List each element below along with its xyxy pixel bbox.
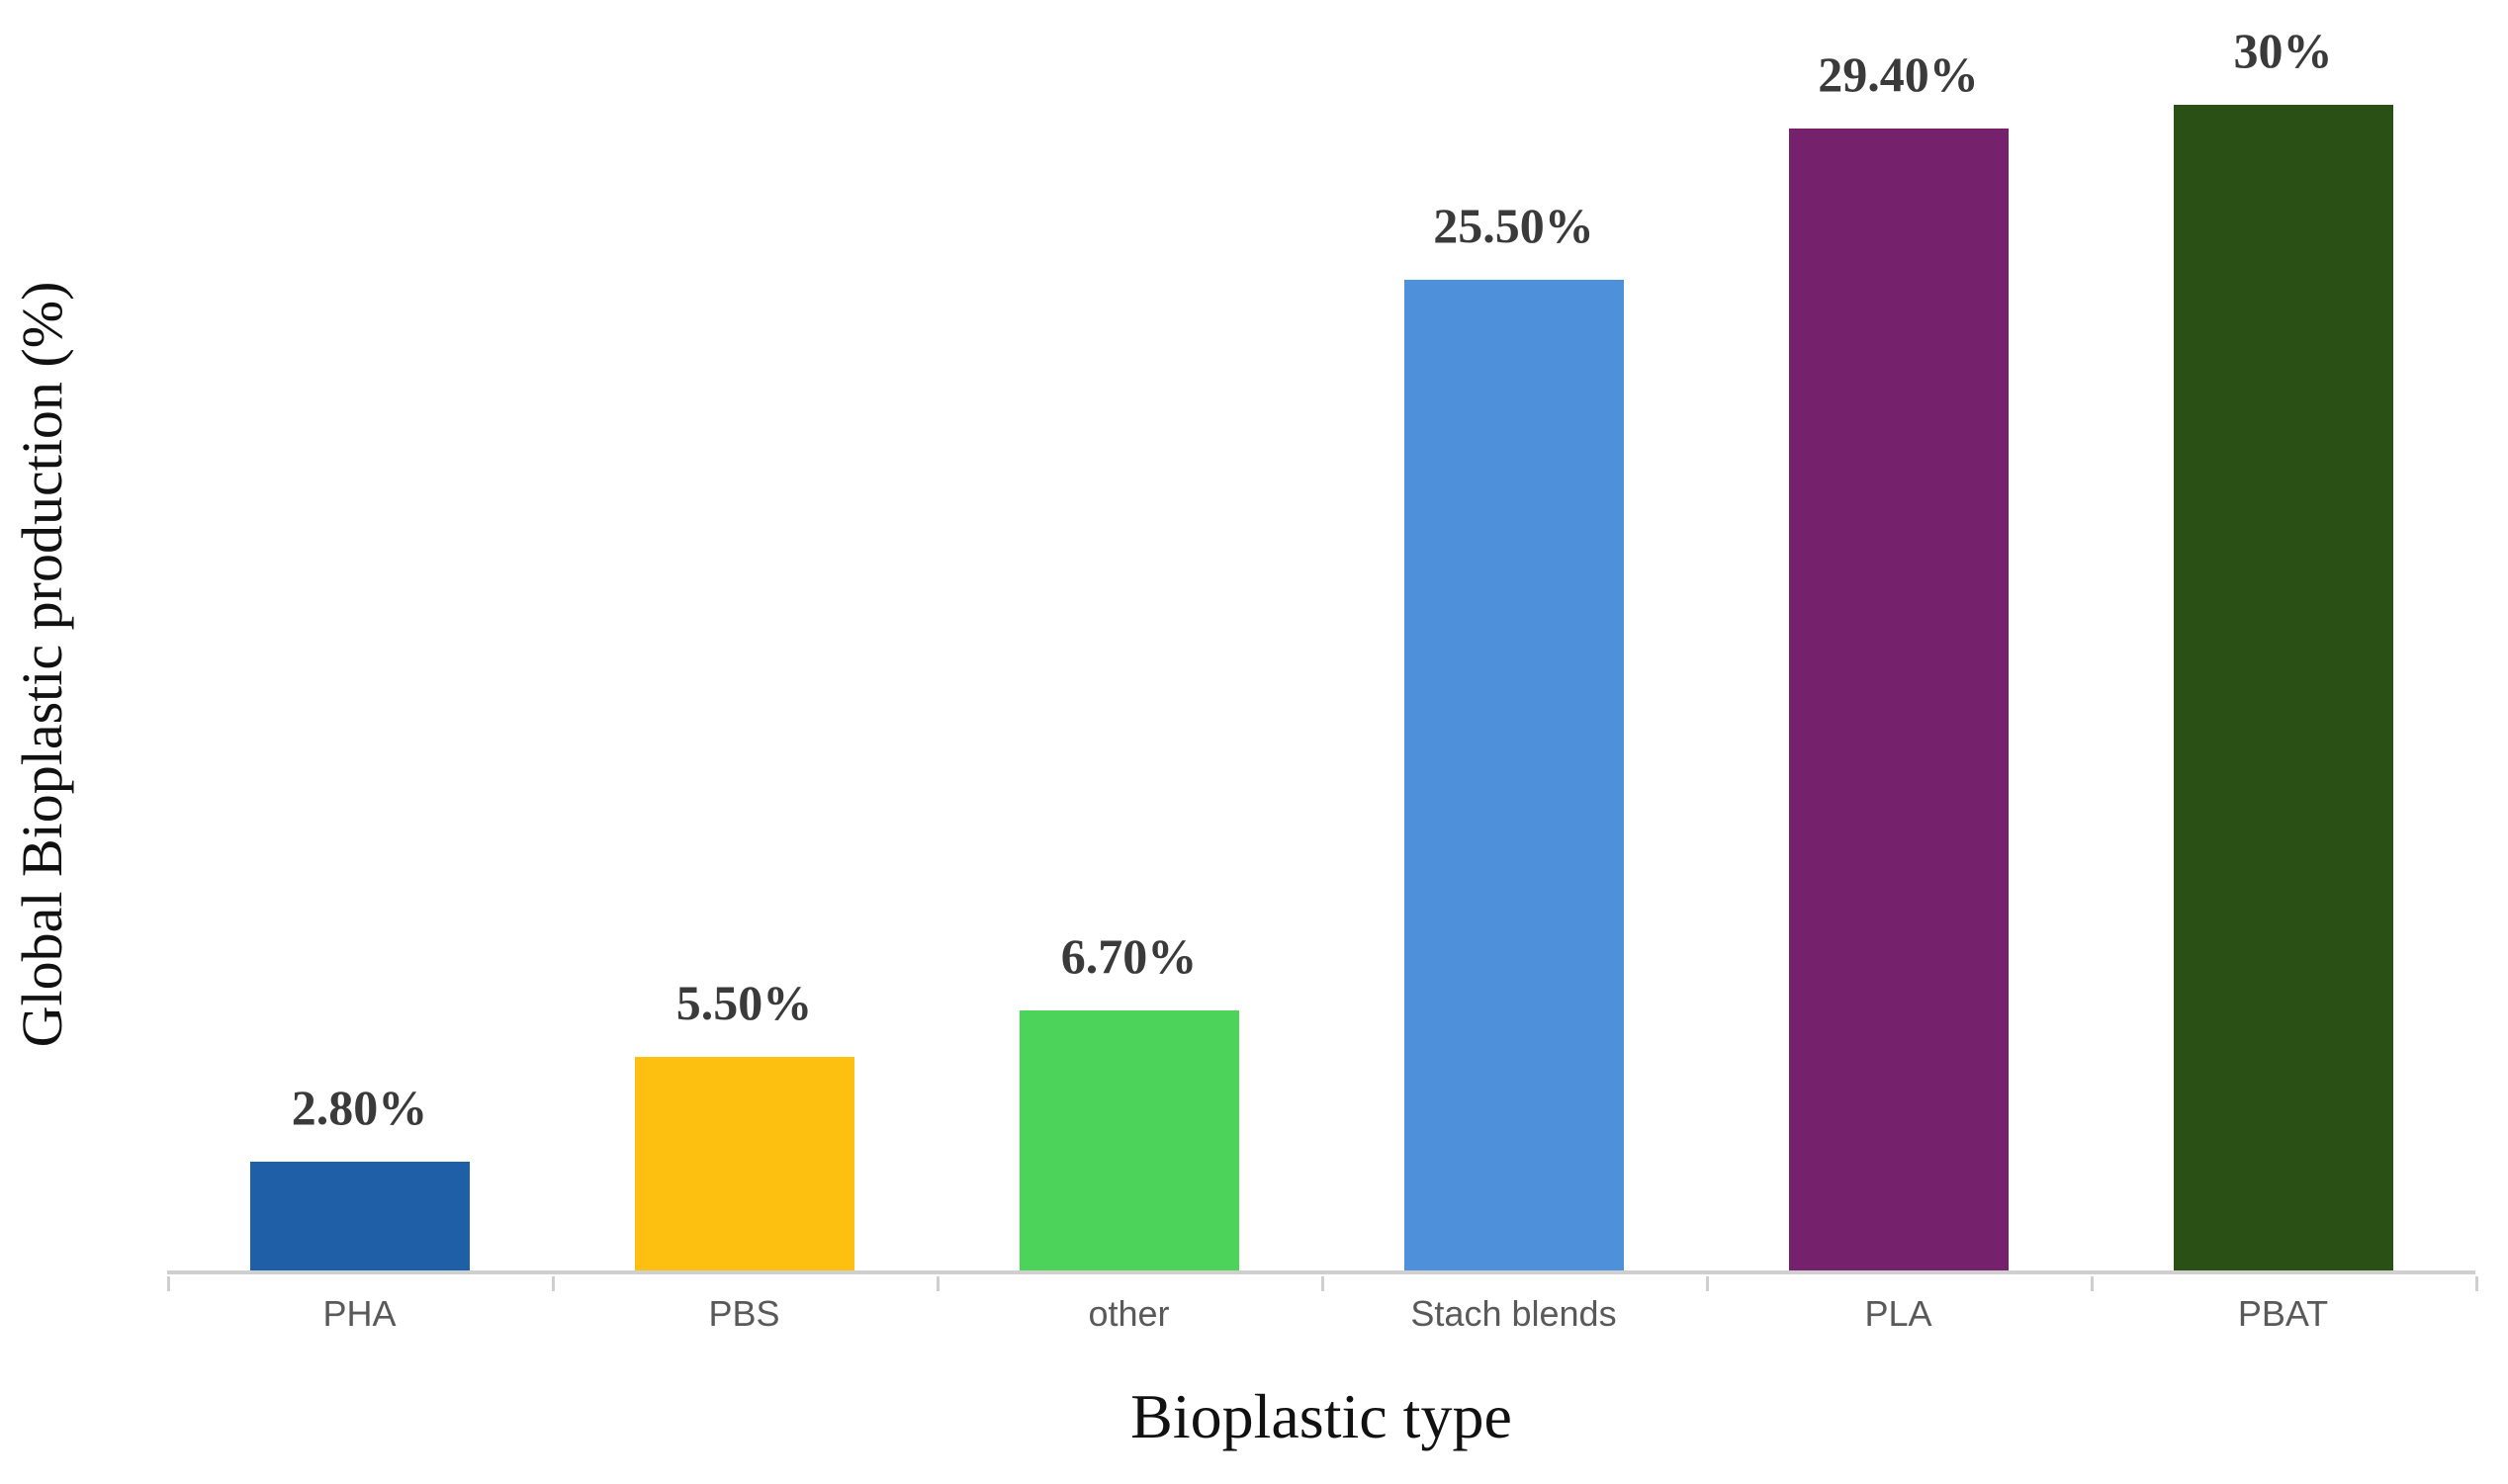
category-labels-row: PHA PBS other Stach blends PLA PBAT <box>167 1293 2475 1335</box>
bar-value-label: 29.40% <box>1818 46 1979 102</box>
category-label: PBS <box>708 1293 780 1334</box>
bar-value-label: 30% <box>2233 23 2333 78</box>
bar-cell: 5.50% <box>552 0 937 1270</box>
x-axis-tick <box>2475 1276 2478 1291</box>
bar-cell: 25.50% <box>1321 0 1706 1270</box>
category-label: other <box>1088 1293 1170 1334</box>
bar[interactable] <box>249 1162 470 1270</box>
x-axis-tick <box>1706 1276 1709 1291</box>
bar[interactable] <box>1403 280 1624 1270</box>
bar-value-label: 5.50% <box>675 975 813 1030</box>
bar[interactable] <box>1788 129 2009 1270</box>
bar-cell: 6.70% <box>937 0 1321 1270</box>
x-axis-tick <box>552 1276 555 1291</box>
x-axis-tick <box>167 1276 170 1291</box>
category-label: PBAT <box>2237 1293 2329 1334</box>
y-axis-title: Global Bioplastic production (%) <box>9 281 74 1048</box>
x-axis-tick <box>1321 1276 1324 1291</box>
x-axis-tick <box>937 1276 940 1291</box>
bar[interactable] <box>2173 105 2393 1270</box>
bar-value-label: 2.80% <box>291 1080 428 1135</box>
x-axis-title: Bioplastic type <box>1130 1381 1512 1451</box>
category-label: PLA <box>1864 1293 1932 1334</box>
bar-cell: 30% <box>2091 0 2475 1270</box>
bar[interactable] <box>1019 1010 1239 1270</box>
category-label: Stach blends <box>1410 1293 1617 1334</box>
plot-area: 2.80% 5.50% 6.70% 25.50% 29.40% 30% <box>167 0 2475 1270</box>
category-label: PHA <box>322 1293 397 1334</box>
bar-value-label: 6.70% <box>1060 928 1198 984</box>
x-axis-tick <box>2091 1276 2094 1291</box>
bar-cell: 29.40% <box>1706 0 2091 1270</box>
bar-cell: 2.80% <box>167 0 552 1270</box>
bar[interactable] <box>634 1057 854 1270</box>
bar-value-label: 25.50% <box>1433 198 1594 253</box>
x-axis-line <box>167 1270 2478 1291</box>
